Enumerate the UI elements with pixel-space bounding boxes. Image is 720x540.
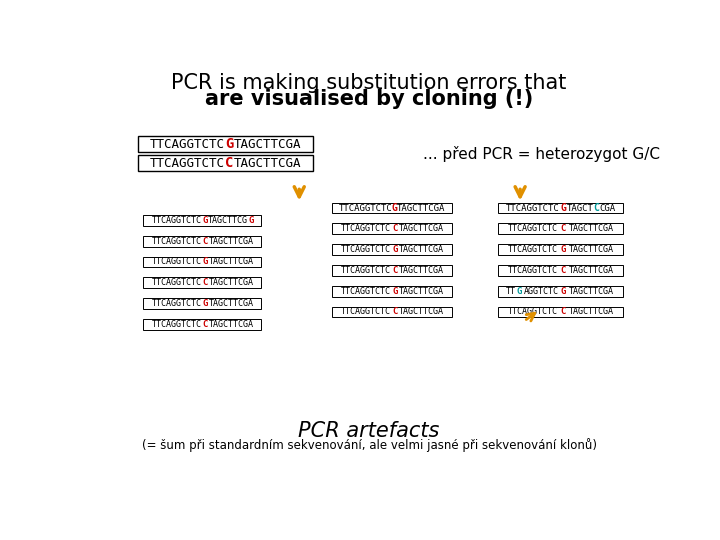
Bar	[498, 202, 624, 213]
Text: TTCAGGTCTC: TTCAGGTCTC	[508, 245, 558, 254]
Text: TTCAGGTCTC: TTCAGGTCTC	[341, 224, 391, 233]
Text: G: G	[560, 245, 566, 254]
Text: ... před PCR = heterozygot G/C: ... před PCR = heterozygot G/C	[423, 146, 660, 162]
Bar	[332, 286, 452, 296]
Text: C: C	[560, 307, 566, 316]
Text: C: C	[202, 237, 207, 246]
Text: TTCAGGTCTC: TTCAGGTCTC	[506, 204, 559, 213]
Text: TTCAGGTCTC: TTCAGGTCTC	[151, 299, 202, 308]
Text: TAGCTTCGA: TAGCTTCGA	[399, 245, 444, 254]
Bar	[332, 244, 452, 255]
Text: (= šum při standardním sekvenování, ale velmi jasné při sekvenování klonů): (= šum při standardním sekvenování, ale …	[142, 438, 596, 452]
Bar	[332, 224, 452, 234]
Text: TTCAGGTCTC: TTCAGGTCTC	[151, 237, 202, 246]
Bar	[332, 265, 452, 276]
Text: TTCAGGTCTC: TTCAGGTCTC	[508, 307, 558, 316]
Text: TAGCTTCG: TAGCTTCG	[208, 216, 248, 225]
Bar	[332, 202, 452, 213]
Text: C: C	[392, 307, 397, 316]
Bar	[143, 278, 261, 288]
Bar	[498, 286, 624, 296]
Text: TTCAGGTCTC: TTCAGGTCTC	[339, 204, 392, 213]
Text: TAGCTTCGA: TAGCTTCGA	[234, 138, 302, 151]
Text: PCR is making substitution errors that: PCR is making substitution errors that	[171, 73, 567, 93]
Bar	[143, 319, 261, 330]
Text: G: G	[249, 216, 254, 225]
Text: G: G	[392, 245, 397, 254]
Text: TAGCTTCGA: TAGCTTCGA	[234, 157, 302, 170]
Text: PCR artefacts: PCR artefacts	[298, 421, 440, 441]
Text: TAGCTTCGA: TAGCTTCGA	[399, 287, 444, 296]
Bar	[138, 136, 312, 152]
Text: AGGTCTC: AGGTCTC	[523, 287, 559, 296]
Text: TTCAGGTCTC: TTCAGGTCTC	[341, 307, 391, 316]
Text: C: C	[392, 266, 397, 275]
Text: G: G	[560, 203, 566, 213]
Text: TTCAGGTCTC: TTCAGGTCTC	[508, 224, 558, 233]
Text: TAGCT: TAGCT	[567, 204, 593, 213]
Bar	[143, 298, 261, 309]
Text: TAGCTTCGA: TAGCTTCGA	[568, 307, 613, 316]
Text: TAGCTTCGA: TAGCTTCGA	[399, 307, 444, 316]
Text: TTCAGGTCTC: TTCAGGTCTC	[151, 278, 202, 287]
Text: C: C	[560, 224, 566, 233]
Text: TAGCTTCGA: TAGCTTCGA	[208, 320, 253, 329]
Text: TAGCTTCGA: TAGCTTCGA	[568, 287, 613, 296]
Text: CGA: CGA	[599, 204, 616, 213]
Text: TAGCTTCGA: TAGCTTCGA	[568, 245, 613, 254]
Text: TAGCTTCGA: TAGCTTCGA	[208, 258, 253, 266]
Text: TAGCTTCGA: TAGCTTCGA	[208, 278, 253, 287]
Text: G: G	[202, 258, 207, 266]
Text: TAGCTTCGA: TAGCTTCGA	[568, 224, 613, 233]
Text: TT: TT	[505, 287, 516, 296]
Text: C: C	[202, 278, 207, 287]
Text: TAGCTTCGA: TAGCTTCGA	[568, 266, 613, 275]
Text: G: G	[225, 137, 234, 151]
Text: TAGCTTCGA: TAGCTTCGA	[399, 224, 444, 233]
Text: G: G	[392, 287, 397, 296]
Text: TAGCTTCGA: TAGCTTCGA	[208, 237, 253, 246]
Bar	[498, 244, 624, 255]
Text: are visualised by cloning (!): are visualised by cloning (!)	[205, 90, 533, 110]
Text: G: G	[202, 299, 207, 308]
Text: C: C	[225, 157, 234, 170]
Text: TAGCTTCGA: TAGCTTCGA	[397, 204, 446, 213]
Text: TTCAGGTCTC: TTCAGGTCTC	[150, 157, 225, 170]
Text: TAGCTTCGA: TAGCTTCGA	[399, 266, 444, 275]
Bar	[498, 265, 624, 276]
Text: TTCAGGTCTC: TTCAGGTCTC	[151, 216, 202, 225]
Text: TTCAGGTCTC: TTCAGGTCTC	[150, 138, 225, 151]
Text: C: C	[593, 203, 599, 213]
Bar	[332, 307, 452, 318]
Bar	[143, 215, 261, 226]
Text: G: G	[560, 287, 566, 296]
Text: C: C	[560, 266, 566, 275]
Bar	[498, 307, 624, 318]
Bar	[143, 256, 261, 267]
Text: G: G	[516, 287, 522, 296]
Text: G: G	[202, 216, 207, 225]
Text: C: C	[392, 224, 397, 233]
Text: TTCAGGTCTC: TTCAGGTCTC	[341, 266, 391, 275]
Bar	[143, 236, 261, 247]
Text: TTCAGGTCTC: TTCAGGTCTC	[508, 266, 558, 275]
Text: TAGCTTCGA: TAGCTTCGA	[208, 299, 253, 308]
Text: TTCAGGTCTC: TTCAGGTCTC	[151, 258, 202, 266]
Text: G: G	[392, 203, 398, 213]
Bar	[138, 156, 312, 171]
Text: TTCAGGTCTC: TTCAGGTCTC	[151, 320, 202, 329]
Bar	[498, 224, 624, 234]
Text: TTCAGGTCTC: TTCAGGTCTC	[341, 287, 391, 296]
Text: C: C	[202, 320, 207, 329]
Text: TTCAGGTCTC: TTCAGGTCTC	[341, 245, 391, 254]
